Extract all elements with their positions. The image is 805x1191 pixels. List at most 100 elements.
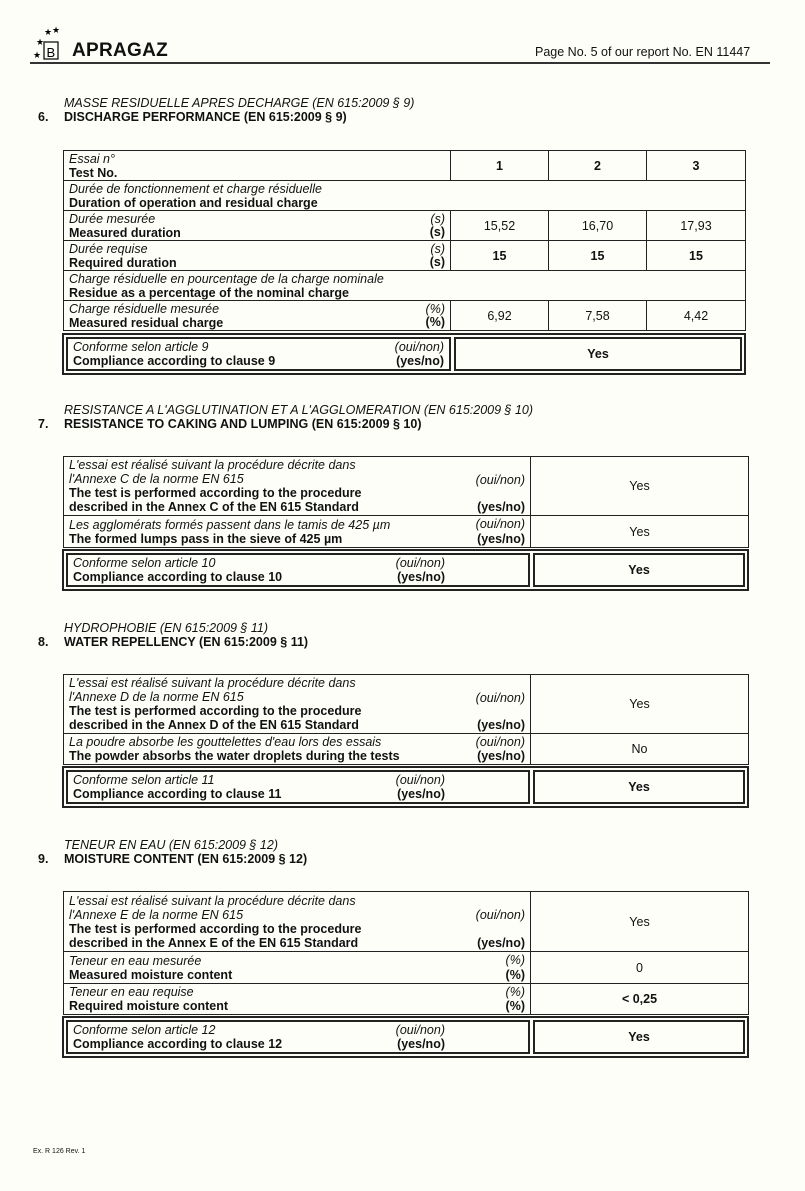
- compliance-row-9: Conforme selon article 9 Compliance accor…: [62, 333, 746, 375]
- section-7-title: 7. RESISTANCE TO CAKING AND LUMPING (EN 6…: [38, 417, 421, 431]
- label-en: Test No.: [69, 165, 118, 180]
- residual-charge: 4,42: [646, 300, 746, 331]
- unit: (s): [430, 242, 445, 256]
- residual-charge: 7,58: [548, 300, 647, 331]
- procedure-value: Yes: [530, 456, 749, 516]
- label-fr: Les agglomérats formés passent dans le t…: [69, 517, 391, 532]
- measured-moisture: 0: [530, 951, 749, 984]
- unit: (s): [429, 225, 445, 239]
- svg-text:★: ★: [33, 50, 41, 60]
- unit: (yes/no): [397, 1037, 445, 1051]
- label-en: Compliance according to clause 9: [73, 354, 276, 368]
- section-8-title-fr: HYDROPHOBIE (EN 615:2009 § 11): [64, 621, 269, 635]
- measured-duration: 17,93: [646, 210, 746, 241]
- label-fr: L'essai est réalisé suivant la procédure…: [69, 676, 356, 690]
- label-fr: Conforme selon article 11: [73, 773, 215, 787]
- label-fr: l'Annexe C de la norme EN 615: [69, 472, 244, 486]
- section-7-block: L'essai est réalisé suivant la procédure…: [62, 456, 749, 591]
- compliance-row-10: Conforme selon article 10 Compliance acco…: [62, 549, 749, 591]
- unit: (yes/no): [477, 718, 525, 732]
- label-fr: Conforme selon article 12: [73, 1023, 216, 1037]
- unit: (oui/non): [475, 908, 525, 922]
- table-row: La poudre absorbe les gouttelettes d'eau…: [63, 733, 749, 765]
- label-en: The test is performed according to the p…: [69, 921, 362, 936]
- table-row: L'essai est réalisé suivant la procédure…: [63, 674, 749, 734]
- unit: (%): [505, 968, 525, 982]
- label-fr: Teneur en eau mesurée: [69, 953, 202, 968]
- table-row: L'essai est réalisé suivant la procédure…: [63, 456, 749, 516]
- label-en: Duration of operation and residual charg…: [69, 195, 318, 210]
- table-row: L'essai est réalisé suivant la procédure…: [63, 891, 749, 952]
- section-9-title-fr: TENEUR EN EAU (EN 615:2009 § 12): [64, 838, 278, 852]
- label-fr: Charge résiduelle mesurée: [69, 301, 220, 316]
- procedure-value: Yes: [530, 674, 749, 734]
- company-name: APRAGAZ: [72, 40, 169, 61]
- form-reference: Ex. R 126 Rev. 1: [33, 1148, 86, 1155]
- unit: (%): [505, 985, 525, 999]
- section-6-title-fr: MASSE RESIDUELLE APRES DECHARGE (EN 615:…: [64, 96, 415, 110]
- svg-text:★: ★: [36, 37, 44, 47]
- section-7-title-fr: RESISTANCE A L'AGGLUTINATION ET A L'AGGL…: [64, 403, 534, 417]
- unit: (oui/non): [475, 517, 525, 531]
- section-9-block: L'essai est réalisé suivant la procédure…: [62, 891, 749, 1058]
- unit: (%): [505, 953, 525, 967]
- unit: (oui/non): [394, 340, 444, 354]
- label-en: The test is performed according to the p…: [69, 704, 362, 718]
- svg-text:★: ★: [44, 27, 52, 37]
- table-row: Durée de fonctionnement et charge résidu…: [63, 180, 746, 211]
- measured-duration: 15,52: [450, 210, 549, 241]
- required-duration: 15: [548, 240, 647, 271]
- label-en: The formed lumps pass in the sieve of 42…: [69, 531, 343, 546]
- absorption-value: No: [530, 733, 749, 765]
- label-en: described in the Annex D of the EN 615 S…: [69, 718, 359, 732]
- unit: (oui/non): [395, 773, 445, 787]
- table-row: Durée requise Required duration (s) (s) 15 …: [63, 240, 746, 271]
- label-fr: L'essai est réalisé suivant la procédure…: [69, 893, 356, 908]
- unit: (s): [430, 212, 445, 226]
- table-row: Les agglomérats formés passent dans le t…: [63, 515, 749, 548]
- label-fr: L'essai est réalisé suivant la procédure…: [69, 458, 356, 472]
- page-reference: Page No. 5 of our report No. EN 11447: [535, 45, 751, 59]
- label-en: Compliance according to clause 11: [73, 787, 282, 801]
- water-repellency-table: L'essai est réalisé suivant la procédure…: [63, 674, 749, 765]
- label-fr: Charge résiduelle en pourcentage de la c…: [69, 271, 384, 286]
- section-8-title: 8. WATER REPELLENCY (EN 615:2009 § 11): [38, 635, 308, 649]
- section-8-block: L'essai est réalisé suivant la procédure…: [62, 674, 749, 808]
- unit: (yes/no): [477, 500, 525, 514]
- label-fr: Durée requise: [69, 241, 148, 256]
- section-title-en: WATER REPELLENCY (EN 615:2009 § 11): [64, 635, 309, 649]
- unit: (%): [505, 999, 525, 1013]
- compliance-value: Yes: [533, 553, 745, 587]
- procedure-value: Yes: [530, 891, 749, 952]
- label-en: Compliance according to clause 10: [73, 570, 283, 584]
- section-number: 6.: [38, 110, 49, 124]
- svg-text:B: B: [47, 45, 56, 60]
- label-en: Residue as a percentage of the nominal c…: [69, 285, 349, 300]
- label-fr: Conforme selon article 10: [73, 556, 216, 570]
- svg-text:★: ★: [52, 26, 60, 35]
- caking-table: L'essai est réalisé suivant la procédure…: [63, 456, 749, 548]
- unit: (oui/non): [475, 735, 525, 749]
- label-fr: l'Annexe D de la norme EN 615: [69, 690, 244, 704]
- label-en: Required duration: [69, 255, 177, 270]
- unit: (s): [429, 255, 445, 269]
- label-fr: Essai n°: [69, 151, 115, 166]
- section-title-en: RESISTANCE TO CAKING AND LUMPING (EN 615…: [64, 417, 422, 431]
- label-fr: La poudre absorbe les gouttelettes d'eau…: [69, 735, 382, 749]
- test-number: 1: [450, 150, 549, 181]
- compliance-value: Yes: [533, 1020, 745, 1054]
- test-number: 2: [548, 150, 647, 181]
- moisture-table: L'essai est réalisé suivant la procédure…: [63, 891, 749, 1015]
- table-row: Teneur en eau requise Required moisture c…: [63, 983, 749, 1015]
- section-number: 9.: [38, 852, 49, 866]
- table-row: Teneur en eau mesurée Measured moisture c…: [63, 951, 749, 984]
- unit: (yes/no): [396, 354, 444, 368]
- test-number: 3: [646, 150, 746, 181]
- label-en: Measured residual charge: [69, 315, 224, 330]
- unit: (%): [425, 315, 445, 329]
- unit: (yes/no): [477, 936, 525, 950]
- unit: (yes/no): [477, 749, 525, 763]
- label-en: Measured moisture content: [69, 967, 233, 982]
- compliance-row-12: Conforme selon article 12 Compliance acco…: [62, 1016, 749, 1058]
